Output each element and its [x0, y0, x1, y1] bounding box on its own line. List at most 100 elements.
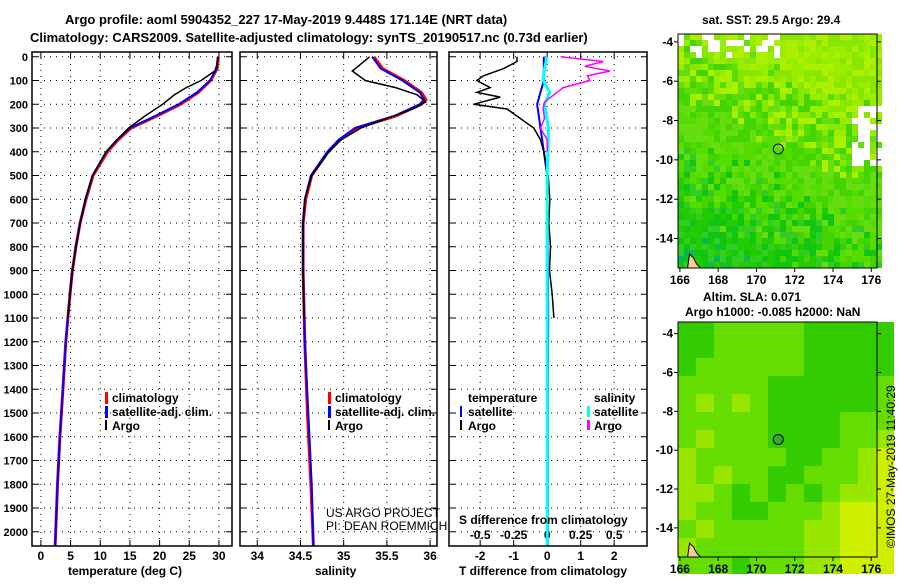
map-cell: [876, 178, 882, 184]
map-cell: [696, 196, 702, 202]
map-cell: [756, 58, 762, 64]
map-cell: [738, 166, 744, 172]
map-cell: [750, 88, 756, 94]
map-cell: [780, 244, 786, 250]
legend-label: Argo: [594, 419, 622, 433]
map-cell: [798, 70, 804, 76]
lon-tick-label: 170: [746, 562, 766, 576]
map-cell: [702, 142, 708, 148]
map-cell: [870, 40, 876, 46]
map-cell: [840, 58, 846, 64]
map-cell: [702, 70, 708, 76]
map-cell: [774, 178, 780, 184]
map-cell: [804, 82, 810, 88]
map-cell: [780, 34, 786, 40]
map-cell: [750, 46, 756, 52]
map-cell: [780, 118, 786, 124]
map-cell: [870, 148, 876, 154]
map-cell: [864, 142, 870, 148]
map-cell: [846, 220, 852, 226]
map-cell: [822, 466, 840, 484]
map-cell: [768, 94, 774, 100]
map-cell: [780, 178, 786, 184]
map-cell: [774, 142, 780, 148]
map-cell: [852, 166, 858, 172]
map-cell: [762, 220, 768, 226]
map-cell: [750, 58, 756, 64]
map-cell: [738, 202, 744, 208]
map-cell: [702, 238, 708, 244]
map-cell: [708, 112, 714, 118]
map-cell: [852, 64, 858, 70]
map-cell: [792, 82, 798, 88]
map-cell: [720, 82, 726, 88]
sla-map-title-line-1: Altim. SLA: 0.071: [703, 290, 801, 304]
map-cell: [798, 34, 804, 40]
map-cell: [876, 556, 894, 574]
map-cell: [702, 100, 708, 106]
map-cell: [714, 412, 732, 430]
map-cell: [840, 202, 846, 208]
salinity-panel: 34 34.5 35 35.5 36: [239, 51, 438, 563]
map-cell: [684, 64, 690, 70]
map-cell: [756, 112, 762, 118]
map-cell: [858, 538, 876, 556]
map-cell: [720, 220, 726, 226]
map-cell: [804, 172, 810, 178]
map-cell: [846, 46, 852, 52]
map-cell: [870, 118, 876, 124]
map-cell: [690, 250, 696, 256]
map-cell: [720, 52, 726, 58]
map-cell: [852, 88, 858, 94]
map-cell: [876, 430, 894, 448]
map-cell: [768, 100, 774, 106]
map-cell: [750, 340, 768, 358]
map-cell: [822, 322, 840, 340]
map-cell: [792, 106, 798, 112]
map-cell: [738, 94, 744, 100]
map-cell: [768, 52, 774, 58]
map-cell: [762, 130, 768, 136]
map-cell: [792, 148, 798, 154]
map-cell: [702, 250, 708, 256]
map-cell: [696, 94, 702, 100]
map-cell: [768, 40, 774, 46]
map-cell: [822, 256, 828, 262]
map-cell: [816, 34, 822, 40]
map-cell: [702, 196, 708, 202]
map-cell: [714, 502, 732, 520]
map-cell: [732, 340, 750, 358]
map-cell: [684, 34, 690, 40]
map-cell: [684, 196, 690, 202]
map-cell: [768, 190, 774, 196]
map-cell: [810, 196, 816, 202]
lat-tick-label: -8: [662, 404, 673, 418]
lon-tick-label: 172: [785, 273, 805, 287]
map-cell: [792, 94, 798, 100]
map-cell: [804, 154, 810, 160]
legend-label: Argo: [335, 419, 363, 433]
map-cell: [750, 118, 756, 124]
map-cell: [696, 394, 714, 412]
map-cell: [696, 58, 702, 64]
map-cell: [780, 106, 786, 112]
map-cell: [726, 166, 732, 172]
map-cell: [870, 262, 876, 268]
map-cell: [828, 34, 834, 40]
map-cell: [732, 244, 738, 250]
map-cell: [840, 250, 846, 256]
y-tick-label: 500: [10, 171, 28, 183]
map-cell: [744, 220, 750, 226]
map-cell: [696, 46, 702, 52]
map-cell: [810, 232, 816, 238]
map-cell: [852, 46, 858, 52]
map-cell: [756, 40, 762, 46]
map-cell: [732, 430, 750, 448]
map-cell: [678, 484, 696, 502]
map-cell: [834, 256, 840, 262]
map-cell: [804, 106, 810, 112]
map-cell: [762, 40, 768, 46]
map-cell: [870, 202, 876, 208]
map-cell: [744, 178, 750, 184]
legend-title-salinity: salinity: [594, 391, 636, 405]
